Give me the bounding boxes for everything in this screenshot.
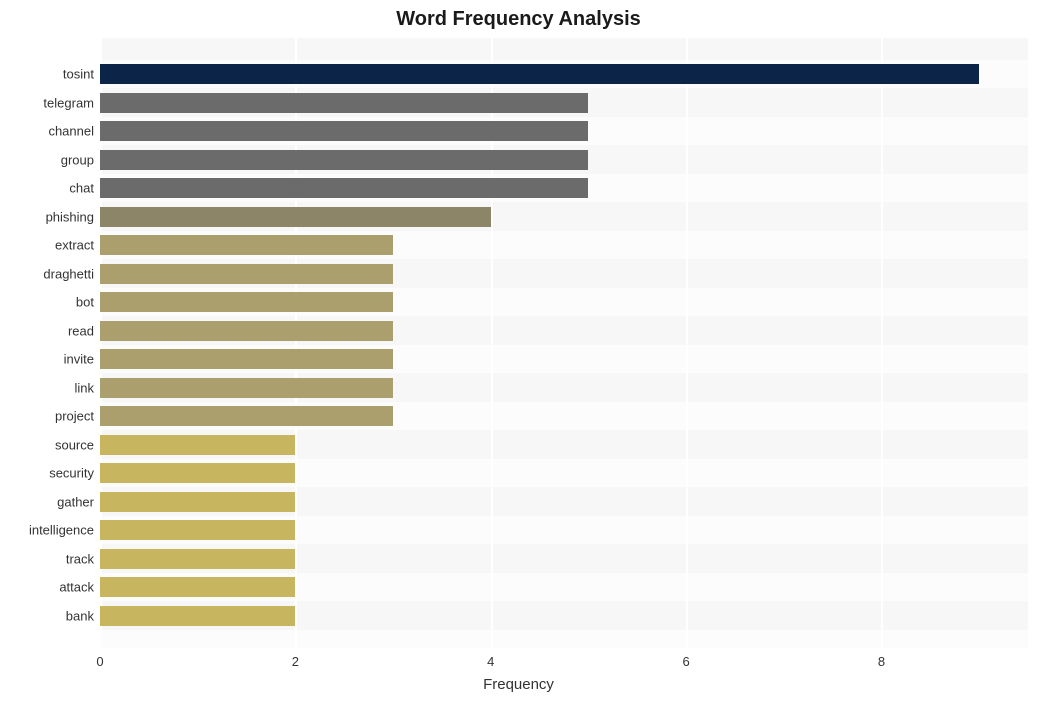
y-tick-label: invite: [64, 352, 94, 367]
bar: [100, 435, 295, 455]
y-tick-label: group: [61, 152, 94, 167]
y-tick-label: gather: [57, 494, 94, 509]
plot-band: [100, 630, 1028, 648]
y-tick-label: draghetti: [43, 266, 94, 281]
bar: [100, 378, 393, 398]
bar: [100, 577, 295, 597]
y-tick-label: bank: [66, 608, 94, 623]
bar: [100, 121, 588, 141]
bar: [100, 207, 491, 227]
bar: [100, 235, 393, 255]
bar: [100, 349, 393, 369]
bar: [100, 321, 393, 341]
x-tick-label: 4: [487, 654, 494, 669]
bar: [100, 150, 588, 170]
bar: [100, 463, 295, 483]
y-tick-label: intelligence: [29, 523, 94, 538]
x-tick-label: 0: [96, 654, 103, 669]
y-tick-label: tosint: [63, 67, 94, 82]
bar: [100, 93, 588, 113]
y-tick-label: chat: [69, 181, 94, 196]
x-axis-label: Frequency: [0, 676, 1037, 693]
y-tick-label: link: [74, 380, 94, 395]
y-tick-label: phishing: [46, 209, 94, 224]
bar: [100, 64, 979, 84]
x-tick-label: 2: [292, 654, 299, 669]
bar: [100, 492, 295, 512]
y-tick-label: extract: [55, 238, 94, 253]
y-tick-label: read: [68, 323, 94, 338]
x-tick-label: 6: [682, 654, 689, 669]
y-tick-label: source: [55, 437, 94, 452]
bar: [100, 406, 393, 426]
y-tick-label: security: [49, 466, 94, 481]
bar: [100, 606, 295, 626]
plot-band: [100, 38, 1028, 60]
y-tick-label: track: [66, 551, 94, 566]
bar: [100, 549, 295, 569]
x-gridline: [686, 38, 688, 648]
y-tick-label: bot: [76, 295, 94, 310]
y-tick-label: telegram: [43, 95, 94, 110]
y-tick-label: attack: [59, 580, 94, 595]
x-gridline: [881, 38, 883, 648]
y-tick-label: channel: [48, 124, 94, 139]
word-frequency-chart: Word Frequency Analysis Frequency tosint…: [0, 0, 1037, 701]
x-tick-label: 8: [878, 654, 885, 669]
bar: [100, 292, 393, 312]
chart-title: Word Frequency Analysis: [0, 8, 1037, 31]
bar: [100, 520, 295, 540]
plot-area: [100, 38, 1028, 648]
bar: [100, 178, 588, 198]
y-tick-label: project: [55, 409, 94, 424]
bar: [100, 264, 393, 284]
